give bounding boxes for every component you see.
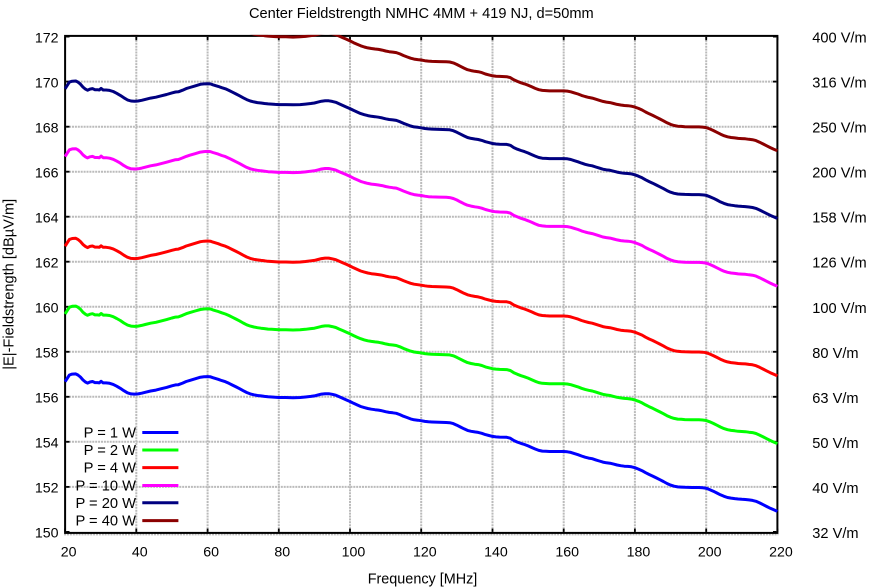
svg-text:168: 168 xyxy=(35,121,59,137)
svg-text:120: 120 xyxy=(413,545,437,561)
svg-text:154: 154 xyxy=(35,436,59,452)
svg-text:250 V/m: 250 V/m xyxy=(812,121,866,137)
svg-text:220: 220 xyxy=(769,545,793,561)
svg-text:316 V/m: 316 V/m xyxy=(812,76,866,92)
svg-text:100 V/m: 100 V/m xyxy=(812,301,866,317)
svg-text:32 V/m: 32 V/m xyxy=(812,526,858,542)
svg-text:P = 1 W: P = 1 W xyxy=(84,426,137,442)
svg-text:80 V/m: 80 V/m xyxy=(812,346,858,362)
svg-text:170: 170 xyxy=(35,75,59,91)
svg-text:162: 162 xyxy=(35,256,59,272)
svg-text:P = 20 W: P = 20 W xyxy=(75,496,136,512)
svg-text:180: 180 xyxy=(627,545,651,561)
svg-text:60: 60 xyxy=(203,545,219,561)
svg-text:200 V/m: 200 V/m xyxy=(812,166,866,182)
svg-text:P = 4 W: P = 4 W xyxy=(84,461,137,477)
svg-text:172: 172 xyxy=(35,30,59,46)
svg-text:50 V/m: 50 V/m xyxy=(812,436,858,452)
svg-text:152: 152 xyxy=(35,481,59,497)
svg-text:156: 156 xyxy=(35,391,59,407)
svg-text:|E|-Fieldstrength [dBµV/m]: |E|-Fieldstrength [dBµV/m] xyxy=(2,199,18,370)
svg-text:100: 100 xyxy=(342,545,366,561)
svg-text:160: 160 xyxy=(555,545,579,561)
svg-text:Frequency [MHz]: Frequency [MHz] xyxy=(368,572,478,588)
svg-text:P = 2 W: P = 2 W xyxy=(84,443,137,459)
svg-text:150: 150 xyxy=(35,526,59,542)
svg-text:158: 158 xyxy=(35,346,59,362)
svg-text:158 V/m: 158 V/m xyxy=(812,211,866,227)
svg-text:164: 164 xyxy=(35,211,59,227)
svg-text:166: 166 xyxy=(35,166,59,182)
svg-text:P = 40 W: P = 40 W xyxy=(75,514,136,530)
svg-text:Center Fieldstrength NMHC 4MM: Center Fieldstrength NMHC 4MM + 419 NJ, … xyxy=(249,6,594,22)
svg-text:80: 80 xyxy=(274,545,290,561)
svg-text:200: 200 xyxy=(698,545,722,561)
svg-text:63 V/m: 63 V/m xyxy=(812,391,858,407)
svg-text:40: 40 xyxy=(132,545,148,561)
svg-text:20: 20 xyxy=(61,545,77,561)
svg-text:140: 140 xyxy=(484,545,508,561)
svg-text:P = 10 W: P = 10 W xyxy=(75,479,136,495)
svg-text:40 V/m: 40 V/m xyxy=(812,481,858,497)
svg-text:126 V/m: 126 V/m xyxy=(812,256,866,272)
svg-text:400 V/m: 400 V/m xyxy=(812,31,866,47)
svg-text:160: 160 xyxy=(35,301,59,317)
